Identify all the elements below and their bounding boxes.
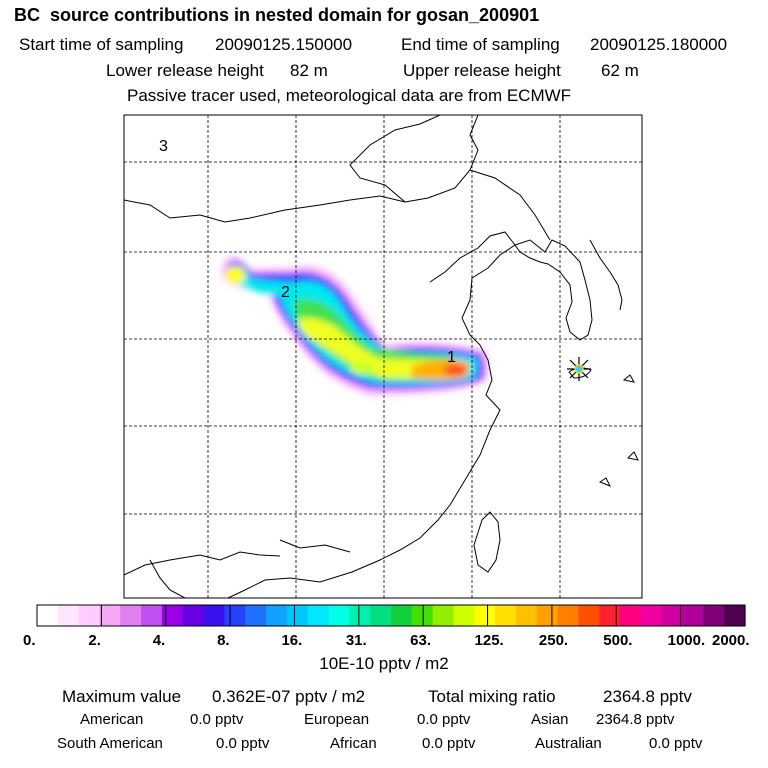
colorbar-swatch [286,605,309,626]
receptor-marker [567,357,591,381]
map-frame [123,114,643,599]
subtitle: Passive tracer used, meteorological data… [127,86,572,105]
start-time-label: Start time of sampling [19,35,184,54]
colorbar-tick-label: 16. [281,632,302,649]
region-south-american-label: South American [57,735,163,752]
region-european-label: European [304,711,370,728]
source-label-2: 2 [281,284,290,301]
colorbar-swatch [682,605,704,626]
colorbar-swatch [141,605,163,626]
end-time-value: 20090125.180000 [590,35,728,54]
colorbar-swatch [495,605,517,626]
colorbar-swatch [307,605,330,626]
end-time-label: End time of sampling [401,35,560,54]
colorbar-tick-label: 250. [539,632,568,649]
colorbar-tick-label: 63. [410,632,431,649]
start-time-value: 20090125.150000 [215,35,353,54]
colorbar-swatch [536,605,559,626]
region-australian-value: 0.0 pptv [649,735,703,752]
colorbar-swatch [515,605,538,626]
source-label-3: 3 [159,138,168,155]
colorbar-swatch [411,605,434,626]
upper-height-label: Upper release height [403,61,561,80]
colorbar-tick-label: 8. [217,632,230,649]
colorbar-swatch [78,605,101,626]
colorbar-swatch [453,605,475,626]
colorbar-swatch [640,605,663,626]
max-value: 0.362E-07 pptv / m2 [212,687,366,706]
colorbar-swatch [724,605,746,626]
colorbar-swatch [370,605,392,626]
colorbar-swatch [599,605,621,626]
colorbar-unit: 10E-10 pptv / m2 [319,654,448,673]
region-european-value: 0.0 pptv [417,711,471,728]
colorbar-tick-label: 31. [346,632,367,649]
plume-core-red [443,364,467,376]
colorbar-swatch [99,605,121,626]
plume-patch-green [350,361,374,375]
colorbar-tick-label: 2000. [712,632,750,649]
colorbar-swatch [224,605,246,626]
plume [221,256,489,395]
colorbar-swatch [432,605,455,626]
region-african-label: African [330,735,377,752]
colorbar-tick-label: 125. [475,632,504,649]
lower-height-label: Lower release height [106,61,264,80]
upper-height-value: 62 m [601,61,639,80]
colorbar-swatch [474,605,496,626]
region-american-value: 0.0 pptv [190,711,244,728]
colorbar-swatch [661,605,684,626]
colorbar-frame [36,604,746,627]
region-south-american-value: 0.0 pptv [216,735,270,752]
plume-yellow [298,317,457,379]
coastlines [124,115,639,598]
colorbar-swatch [328,605,350,626]
colorbar-swatch [578,605,600,626]
colorbar [36,604,746,627]
colorbar-swatch [57,605,80,626]
lower-height-value: 82 m [290,61,328,80]
source-label-1: 1 [447,349,456,366]
colorbar-swatch [557,605,580,626]
region-australian-label: Australian [535,735,602,752]
colorbar-ticks: 0. 2. 4. 8. 16. 31. 63. 125. 250. 500. 1000. 2000. [23,605,750,649]
plume-head-yellow [226,266,246,284]
region-asian-value: 2364.8 pptv [596,711,675,728]
colorbar-swatch [182,605,205,626]
region-african-value: 0.0 pptv [422,735,476,752]
colorbar-swatch [161,605,184,626]
colorbar-swatch [245,605,267,626]
colorbar-swatch [203,605,226,626]
region-asian-label: Asian [531,711,569,728]
total-mixing-label: Total mixing ratio [428,687,556,706]
colorbar-tick-label: 2. [88,632,101,649]
colorbar-tick-label: 500. [603,632,632,649]
colorbar-swatch [620,605,642,626]
region-american-label: American [80,711,144,728]
chart-title: BC source contributions in nested domain… [14,5,540,25]
colorbar-swatch [391,605,413,626]
colorbar-swatch [37,605,59,626]
colorbar-swatch [120,605,142,626]
colorbar-tick-label: 0. [23,632,36,649]
grid [124,115,642,598]
colorbar-swatch [349,605,371,626]
colorbar-swatch [266,605,288,626]
max-value-label: Maximum value [62,687,182,706]
total-mixing-value: 2364.8 pptv [603,687,692,706]
colorbar-tick-label: 4. [153,632,166,649]
colorbar-swatch [703,605,725,626]
colorbar-tick-label: 1000. [668,632,706,649]
